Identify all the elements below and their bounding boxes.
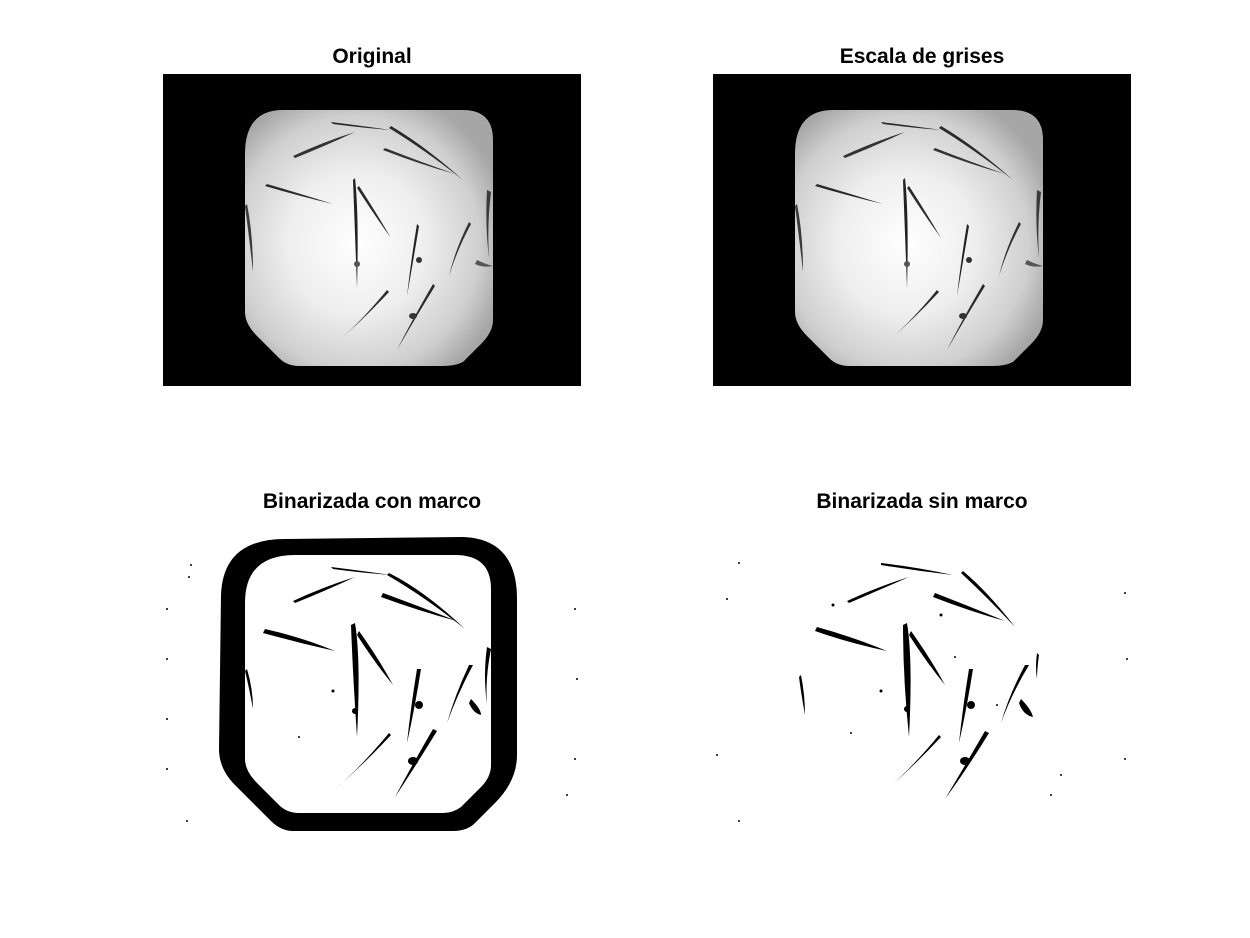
panel-title: Binarizada sin marco [816,490,1028,513]
panel-title: Original [332,45,412,68]
binarized-without-frame-image [713,519,1131,831]
original-image [163,74,581,386]
binarized-with-frame-image [163,519,581,831]
panel-title: Binarizada con marco [262,490,482,513]
grayscale-image [713,74,1131,386]
panel-title: Escala de grises [839,45,1005,68]
